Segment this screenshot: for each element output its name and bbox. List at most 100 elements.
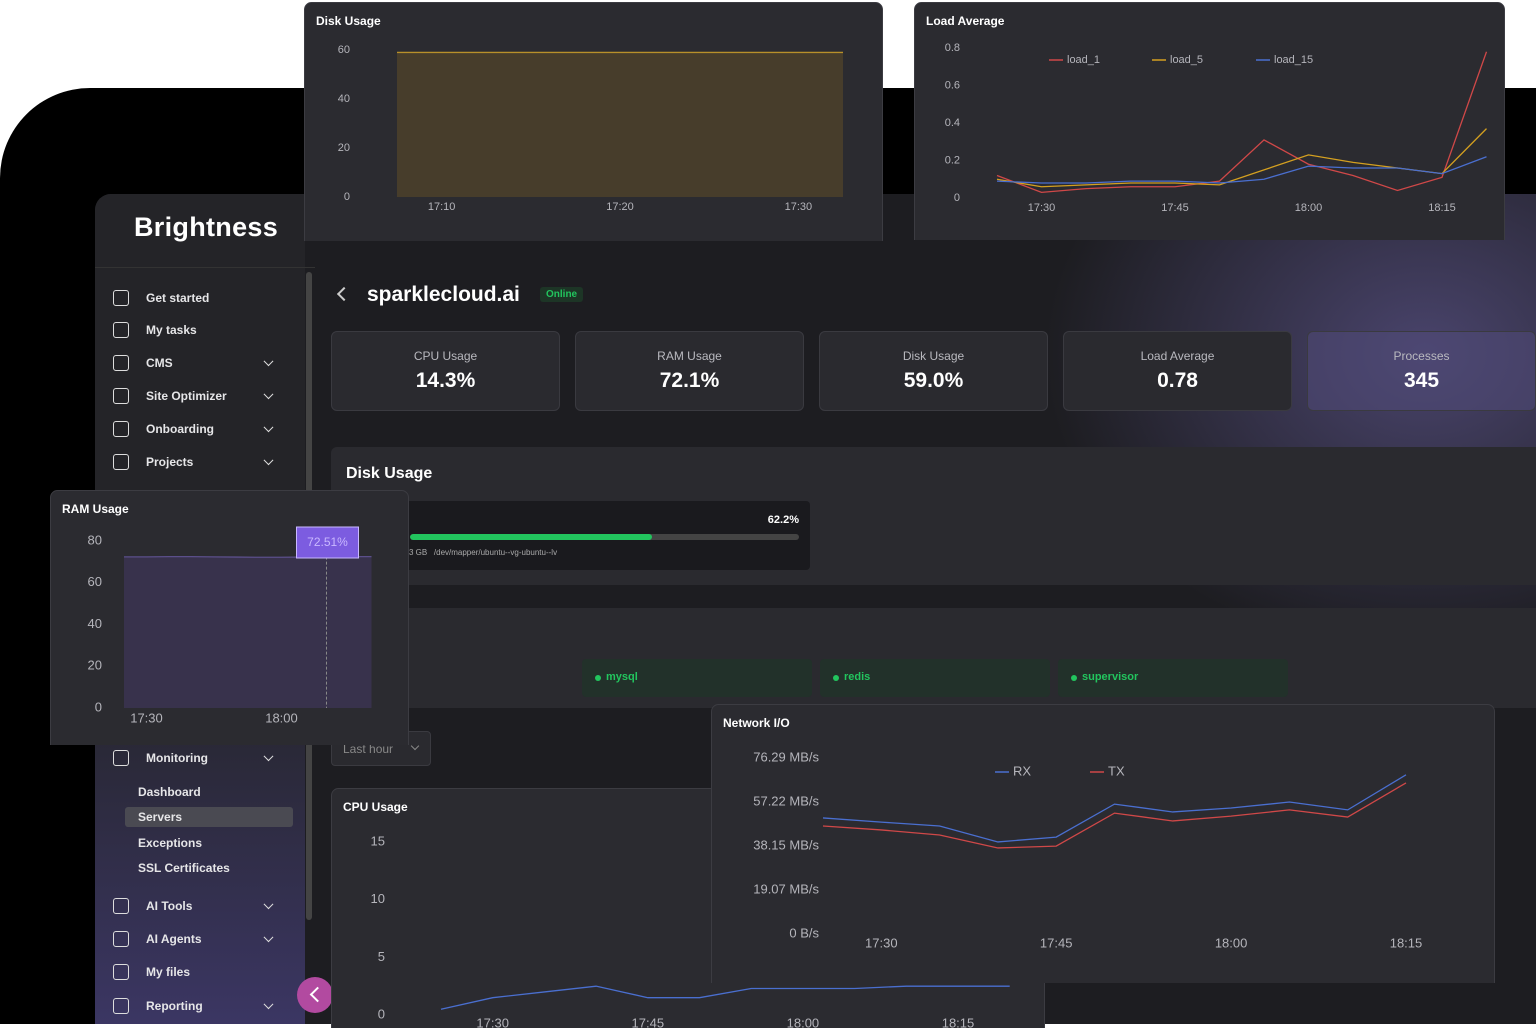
submenu-item[interactable]: Exceptions bbox=[138, 836, 202, 850]
stat-label: Processes bbox=[1308, 349, 1535, 363]
brand: Brightness bbox=[134, 212, 278, 243]
x-tick-label: 18:00 bbox=[787, 1015, 820, 1028]
server-title: sparklecloud.ai bbox=[367, 283, 520, 307]
area bbox=[124, 557, 372, 708]
x-tick-label: 17:30 bbox=[1028, 202, 1056, 214]
y-tick-label: 76.29 MB/s bbox=[753, 749, 819, 764]
stat-value: 14.3% bbox=[332, 369, 559, 393]
menu-icon bbox=[113, 355, 129, 371]
menu-item[interactable]: Projects bbox=[146, 455, 193, 469]
disk-detail: 3 GB /dev/mapper/ubuntu--vg-ubuntu--lv bbox=[409, 548, 557, 557]
x-tick-label: 17:30 bbox=[476, 1015, 509, 1028]
service-name: supervisor bbox=[1082, 671, 1138, 683]
menu-icon bbox=[113, 931, 129, 947]
status-dot bbox=[595, 675, 601, 681]
status-dot bbox=[1071, 675, 1077, 681]
legend-label: TX bbox=[1108, 763, 1125, 778]
service-name: redis bbox=[844, 671, 870, 683]
menu-item[interactable]: AI Agents bbox=[146, 932, 202, 946]
x-tick-label: 18:00 bbox=[1295, 202, 1323, 214]
submenu-item[interactable]: Servers bbox=[138, 810, 182, 824]
y-tick-label: 40 bbox=[338, 93, 350, 105]
stat-value: 72.1% bbox=[576, 369, 803, 393]
chart-title: RAM Usage bbox=[62, 502, 129, 516]
y-tick-label: 10 bbox=[371, 891, 385, 906]
y-tick-label: 57.22 MB/s bbox=[753, 793, 819, 808]
y-tick-label: 20 bbox=[88, 658, 102, 673]
chart-title: Load Average bbox=[926, 14, 1005, 28]
menu-icon bbox=[113, 750, 129, 766]
disk-bar bbox=[410, 534, 652, 540]
menu-item[interactable]: Site Optimizer bbox=[146, 389, 227, 403]
y-tick-label: 19.07 MB/s bbox=[753, 881, 819, 896]
menu-item[interactable]: Monitoring bbox=[146, 751, 208, 765]
collapse-button[interactable] bbox=[297, 977, 333, 1013]
x-tick-label: 18:00 bbox=[1215, 935, 1248, 950]
y-tick-label: 0 bbox=[954, 192, 960, 204]
y-tick-label: 80 bbox=[88, 532, 102, 547]
service-pill: redis bbox=[820, 659, 1050, 697]
service-name: mysql bbox=[606, 671, 638, 683]
submenu-item[interactable]: Dashboard bbox=[138, 785, 201, 799]
y-tick-label: 0.2 bbox=[945, 154, 960, 166]
x-tick-label: 17:10 bbox=[428, 201, 456, 213]
menu-item[interactable]: Get started bbox=[146, 291, 209, 305]
menu-item[interactable]: CMS bbox=[146, 356, 173, 370]
service-pill: mysql bbox=[582, 659, 812, 697]
y-tick-label: 0 B/s bbox=[789, 925, 819, 940]
x-tick-label: 18:15 bbox=[1390, 935, 1423, 950]
menu-icon bbox=[113, 964, 129, 980]
y-tick-label: 0.8 bbox=[945, 42, 960, 54]
menu-icon bbox=[113, 898, 129, 914]
area bbox=[397, 52, 843, 197]
legend-label: load_5 bbox=[1170, 54, 1203, 66]
x-tick-label: 17:30 bbox=[130, 710, 163, 725]
y-tick-label: 40 bbox=[88, 616, 102, 631]
legend-label: load_15 bbox=[1274, 54, 1313, 66]
stat-label: RAM Usage bbox=[576, 349, 803, 363]
menu-item[interactable]: My tasks bbox=[146, 323, 197, 337]
chart-title: Network I/O bbox=[723, 716, 790, 730]
x-tick-label: 17:45 bbox=[632, 1015, 665, 1028]
y-tick-label: 38.15 MB/s bbox=[753, 837, 819, 852]
chevron bbox=[310, 987, 326, 1003]
y-tick-label: 0.6 bbox=[945, 79, 960, 91]
disk-track bbox=[410, 534, 799, 540]
legend-label: RX bbox=[1013, 763, 1031, 778]
x-tick-label: 17:20 bbox=[606, 201, 634, 213]
stat-label: Load Average bbox=[1064, 349, 1291, 363]
x-tick-label: 18:00 bbox=[265, 710, 298, 725]
menu-item[interactable]: My files bbox=[146, 965, 190, 979]
menu-item[interactable]: AI Tools bbox=[146, 899, 192, 913]
menu-icon bbox=[113, 322, 129, 338]
disk-title: Disk Usage bbox=[346, 465, 432, 483]
x-tick-label: 17:30 bbox=[785, 201, 813, 213]
legend-label: load_1 bbox=[1067, 54, 1100, 66]
y-tick-label: 0 bbox=[344, 191, 350, 203]
chart-title: Disk Usage bbox=[316, 14, 381, 28]
x-tick-label: 17:45 bbox=[1161, 202, 1189, 214]
disk-percent: 62.2% bbox=[700, 514, 799, 526]
menu-item[interactable]: Onboarding bbox=[146, 422, 214, 436]
y-tick-label: 15 bbox=[371, 833, 385, 848]
menu-item[interactable]: Reporting bbox=[146, 999, 203, 1013]
stat-value: 0.78 bbox=[1064, 369, 1291, 393]
stat-value: 59.0% bbox=[820, 369, 1047, 393]
card-bg bbox=[915, 3, 1505, 241]
y-tick-label: 5 bbox=[378, 949, 385, 964]
y-tick-label: 20 bbox=[338, 142, 350, 154]
status-dot bbox=[833, 675, 839, 681]
submenu-item[interactable]: SSL Certificates bbox=[138, 861, 230, 875]
x-tick-label: 17:30 bbox=[865, 935, 898, 950]
y-tick-label: 0 bbox=[378, 1006, 385, 1021]
menu-icon bbox=[113, 388, 129, 404]
menu-icon bbox=[113, 454, 129, 470]
menu-icon bbox=[113, 998, 129, 1014]
card-bg bbox=[712, 705, 1495, 984]
x-tick-label: 18:15 bbox=[1428, 202, 1456, 214]
service-pill: supervisor bbox=[1058, 659, 1288, 697]
